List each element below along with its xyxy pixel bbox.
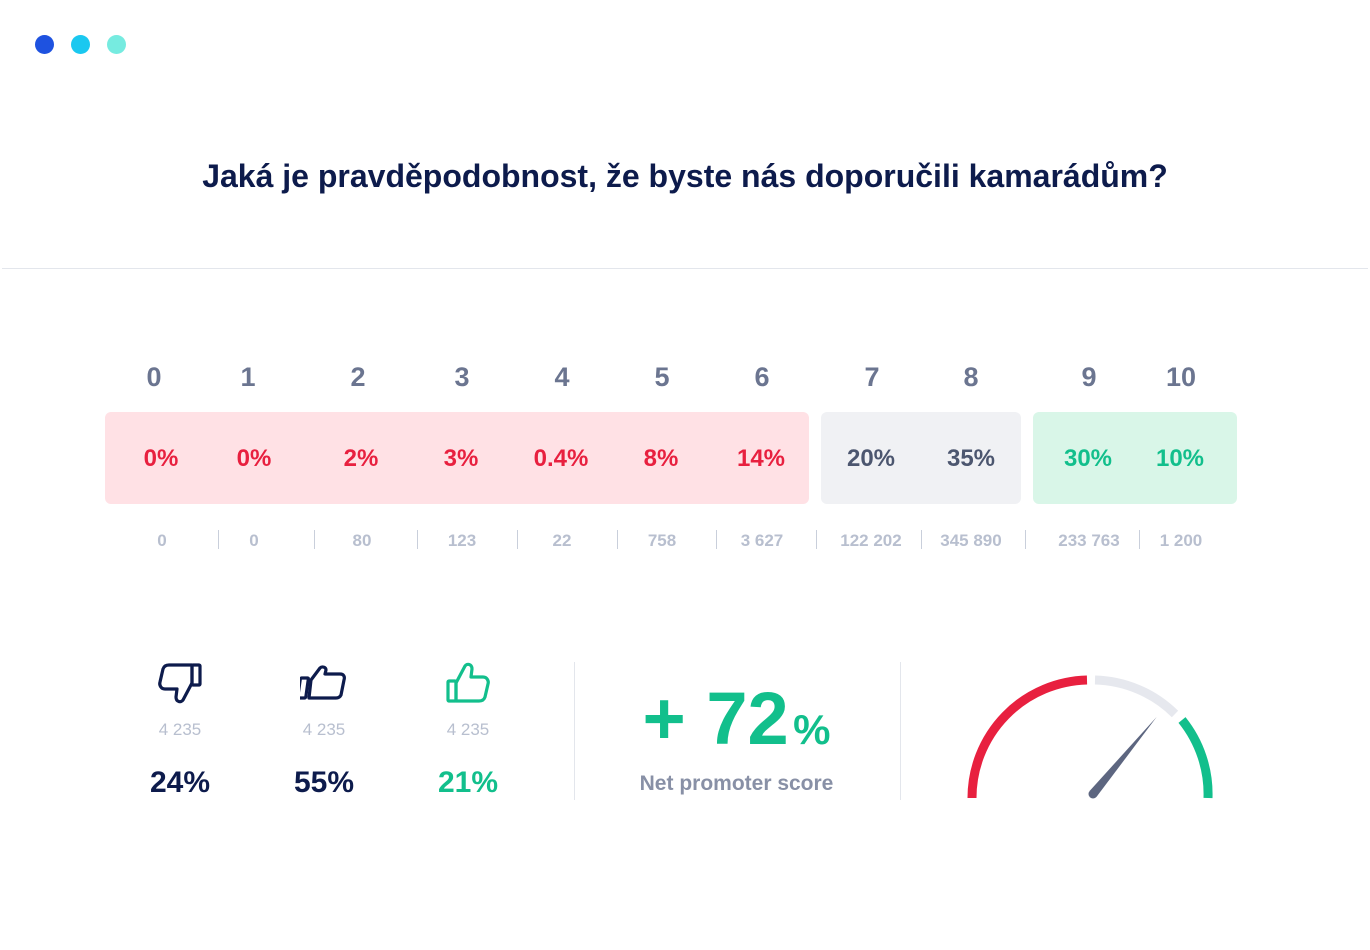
count-separator — [314, 530, 315, 549]
passive-band — [821, 412, 1021, 504]
percent-7: 20% — [846, 445, 896, 472]
passive-percent: 55% — [293, 766, 355, 799]
count-6: 3 627 — [740, 531, 784, 550]
window-dot-blue[interactable] — [35, 35, 54, 54]
survey-question: Jaká je pravděpodobnost, že byste nás do… — [202, 158, 1168, 194]
percent-9: 30% — [1063, 445, 1113, 472]
count-separator — [417, 530, 418, 549]
count-separator — [1025, 530, 1026, 549]
gauge-red-arc — [967, 675, 1088, 799]
count-8: 345 890 — [940, 531, 1002, 550]
detractor-percent: 24% — [149, 766, 211, 799]
percent-5: 8% — [643, 445, 679, 472]
percent-0: 0% — [143, 445, 179, 472]
score-9: 9 — [1081, 362, 1097, 392]
gauge-needle-hub — [1088, 789, 1098, 799]
count-1: 0 — [249, 531, 259, 550]
passive-count: 4 235 — [302, 720, 346, 739]
detractor-band — [105, 412, 809, 504]
score-7: 7 — [864, 362, 880, 392]
score-0: 0 — [146, 362, 162, 392]
nps-number: + 72 — [642, 677, 789, 760]
summary-divider — [574, 662, 575, 800]
thumbs-down-icon — [158, 663, 202, 704]
nps-label: Net promoter score — [639, 772, 834, 795]
nps-gauge — [967, 675, 1213, 799]
percent-10: 10% — [1155, 445, 1205, 472]
count-separator — [617, 530, 618, 549]
score-10: 10 — [1165, 362, 1197, 392]
count-separator — [816, 530, 817, 549]
gauge-needle-pointer — [1089, 716, 1157, 797]
count-separator — [517, 530, 518, 549]
percent-3: 3% — [443, 445, 479, 472]
count-2: 80 — [352, 531, 372, 550]
score-2: 2 — [350, 362, 366, 392]
count-separator — [716, 530, 717, 549]
gauge-green-arc — [1178, 717, 1213, 799]
window-dot-cyan[interactable] — [71, 35, 90, 54]
percent-1: 0% — [236, 445, 272, 472]
count-0: 0 — [157, 531, 167, 550]
nps-unit: % — [793, 706, 831, 753]
count-5: 758 — [647, 531, 677, 550]
thumbs-sideways-icon — [300, 665, 346, 700]
count-4: 22 — [552, 531, 572, 550]
header-divider — [2, 268, 1368, 269]
percent-8: 35% — [946, 445, 996, 472]
thumbs-up-icon — [446, 662, 490, 703]
window-controls — [35, 35, 126, 54]
count-separator — [921, 530, 922, 549]
score-5: 5 — [654, 362, 670, 392]
score-8: 8 — [963, 362, 979, 392]
count-9: 233 763 — [1058, 531, 1120, 550]
count-10: 1 200 — [1159, 531, 1203, 550]
window-dot-teal[interactable] — [107, 35, 126, 54]
count-separator — [218, 530, 219, 549]
count-3: 123 — [447, 531, 477, 550]
percent-6: 14% — [736, 445, 786, 472]
promoter-band — [1033, 412, 1237, 504]
percent-2: 2% — [343, 445, 379, 472]
count-separator — [1139, 530, 1140, 549]
percent-4: 0.4% — [533, 445, 589, 472]
nps-divider — [900, 662, 901, 800]
detractor-count: 4 235 — [158, 720, 202, 739]
score-3: 3 — [454, 362, 470, 392]
nps-value: + 72 % — [573, 676, 900, 761]
count-7: 122 202 — [840, 531, 902, 550]
promoter-percent: 21% — [437, 766, 499, 799]
score-1: 1 — [240, 362, 256, 392]
gauge-needle — [1088, 716, 1157, 799]
score-6: 6 — [754, 362, 770, 392]
score-4: 4 — [554, 362, 570, 392]
gauge-grey-arc — [1094, 675, 1179, 718]
promoter-count: 4 235 — [446, 720, 490, 739]
